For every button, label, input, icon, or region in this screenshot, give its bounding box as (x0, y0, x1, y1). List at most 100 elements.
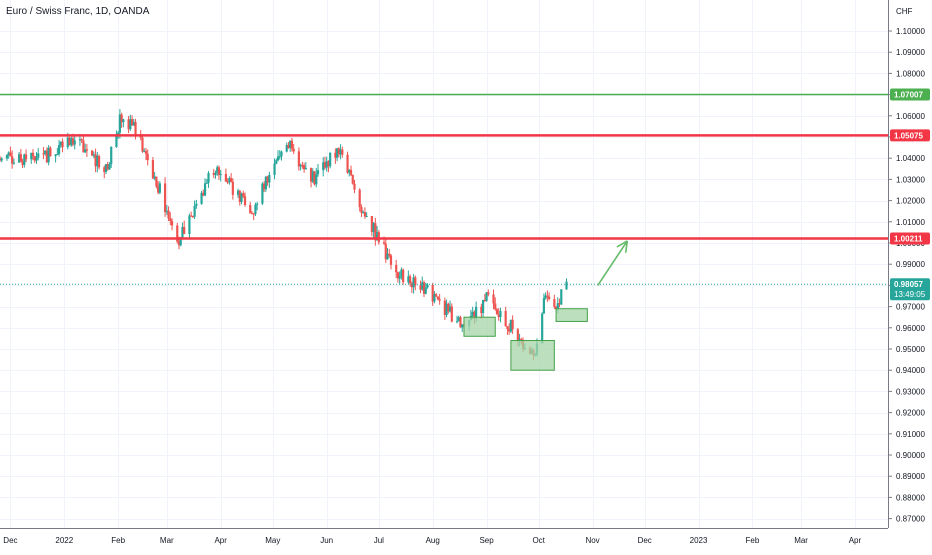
candle (370, 215, 373, 237)
time-tick-label: Sep (479, 536, 494, 545)
candle (24, 149, 28, 163)
candle-body (276, 156, 280, 161)
candle (266, 175, 269, 186)
candle-body (323, 162, 327, 168)
candle-body (273, 163, 276, 175)
candle (351, 174, 354, 185)
candle (396, 271, 400, 283)
candle-body (97, 155, 101, 168)
candle-body (287, 144, 290, 148)
candle (372, 221, 375, 238)
candle (299, 163, 302, 171)
candle-body (304, 168, 307, 170)
candle-body (18, 154, 21, 163)
candle (410, 281, 413, 293)
candle-body (54, 154, 57, 157)
candle (228, 176, 231, 185)
candle-body (0, 158, 2, 161)
candle-body (494, 303, 497, 310)
candle-body (130, 119, 134, 126)
candle-body (511, 319, 514, 330)
chart-title: Euro / Swiss Franc, 1D, OANDA (6, 6, 150, 17)
candle-body (94, 154, 97, 167)
candle-body (353, 183, 356, 190)
candle-body (395, 264, 398, 273)
candle-body (495, 309, 499, 315)
candle (176, 222, 179, 244)
candle (167, 206, 170, 221)
candle-body (249, 204, 252, 214)
candle-body (141, 137, 144, 152)
zones (463, 308, 588, 371)
zone-october (555, 308, 588, 322)
candle (384, 237, 387, 263)
candle (455, 315, 459, 324)
candle (459, 315, 462, 328)
candle (203, 178, 207, 197)
candle (96, 151, 99, 173)
candle (292, 143, 295, 155)
candle-body (313, 171, 316, 185)
candle (122, 118, 125, 128)
candle (5, 154, 9, 161)
candle-body (520, 339, 523, 341)
candle (398, 271, 401, 284)
candle-body (327, 161, 330, 167)
candle (256, 201, 259, 211)
candle-body (212, 173, 215, 175)
candle (129, 114, 132, 131)
candle-body (480, 306, 483, 314)
candle (191, 215, 194, 219)
candle (412, 274, 415, 294)
candle (374, 217, 377, 246)
candle-body (419, 285, 422, 290)
candle (0, 155, 2, 162)
candle-body (236, 190, 240, 195)
candle-body (228, 178, 231, 183)
candle (275, 158, 278, 165)
candle-body (118, 114, 122, 133)
candle-body (12, 162, 16, 164)
countdown-label: 13:49:05 (894, 290, 926, 299)
candle (553, 294, 556, 310)
candle-body (59, 141, 62, 146)
candle-body (250, 213, 254, 215)
upper-resistance-label-bg (890, 129, 930, 142)
candle-body (264, 176, 267, 190)
candle-body (329, 152, 332, 167)
candle (108, 162, 111, 170)
candle (132, 118, 135, 126)
candle-body (435, 294, 438, 297)
candle-body (170, 220, 174, 226)
candle-body (560, 289, 563, 305)
candle (421, 276, 424, 291)
candle-body (299, 164, 302, 167)
candle (82, 134, 85, 153)
candle-body (360, 207, 363, 213)
candle-body (0, 158, 3, 161)
price-tick-label: 1.04000 (896, 154, 925, 163)
candle-body (261, 183, 264, 204)
candle (73, 135, 76, 150)
candle (509, 319, 512, 334)
candle (216, 165, 219, 176)
candle (336, 147, 339, 162)
lower-support-label-bg (890, 232, 930, 245)
candle-body (457, 317, 460, 322)
candle (541, 312, 544, 344)
candle (485, 291, 488, 302)
candle (238, 189, 241, 206)
candle (231, 178, 234, 200)
candle-body (325, 161, 328, 168)
candle-body (337, 148, 340, 155)
candle-body (169, 218, 172, 221)
candle-body (110, 146, 113, 165)
candle (362, 210, 365, 214)
price-tick-label: 0.92000 (896, 409, 925, 418)
candle (504, 306, 507, 327)
candle-body (485, 292, 488, 301)
candle (309, 167, 313, 188)
candle-body (158, 183, 161, 193)
candle (103, 165, 106, 179)
candle (565, 278, 568, 290)
